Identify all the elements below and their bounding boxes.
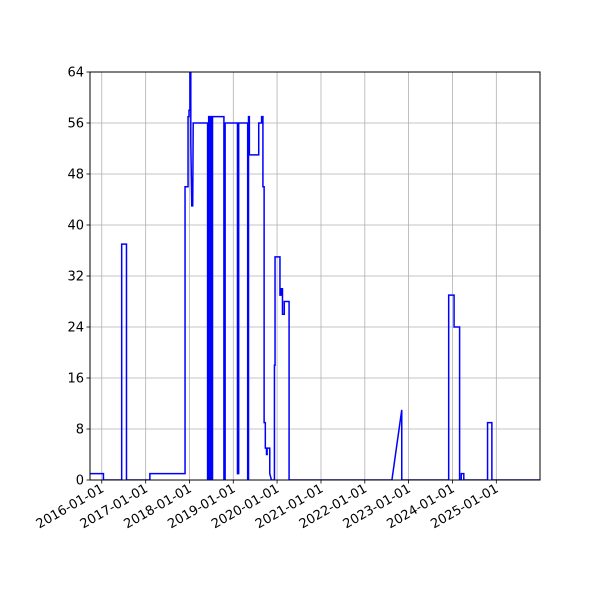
y-tick-label: 48 [67, 168, 84, 183]
series-layer [90, 72, 540, 480]
y-tick-label: 24 [67, 321, 84, 336]
y-axis: 0 8 16 24 32 40 48 56 64 [67, 66, 90, 489]
y-tick-label: 0 [76, 474, 84, 489]
y-tick-label: 32 [67, 270, 84, 285]
y-tick-label: 40 [67, 219, 84, 234]
series-line-0 [90, 72, 540, 480]
y-tick-label: 8 [76, 423, 84, 438]
y-tick-label: 16 [67, 372, 84, 387]
y-tick-label: 64 [67, 66, 84, 81]
y-tick-label: 56 [67, 117, 84, 132]
